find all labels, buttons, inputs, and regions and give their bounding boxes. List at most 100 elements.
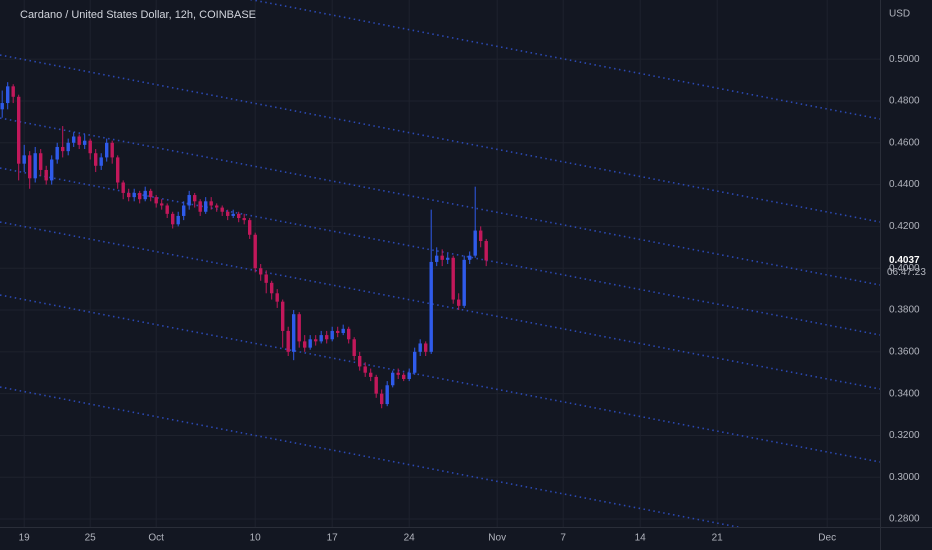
candle-body — [396, 372, 400, 375]
candle-body — [22, 155, 26, 164]
y-tick-label: 0.3800 — [889, 305, 920, 316]
candle-body — [121, 182, 125, 193]
x-tick-label: 25 — [85, 533, 97, 544]
candle-body — [247, 220, 252, 235]
channel-line — [0, 294, 881, 463]
channel-line — [0, 386, 864, 550]
candle-body — [341, 328, 345, 334]
candle-body — [357, 356, 362, 367]
candle-body — [115, 157, 120, 183]
y-tick-label: 0.3400 — [889, 388, 920, 399]
x-tick-label: Nov — [488, 533, 506, 544]
candles — [0, 82, 488, 409]
y-tick-label: 0.4400 — [889, 179, 920, 190]
x-tick-label: 19 — [19, 533, 31, 544]
candle-body — [99, 157, 103, 166]
candle-body — [385, 385, 389, 405]
candle-body — [363, 366, 367, 373]
axis-labels: 0.2800 0.3000 0.3200 0.3400 0.3600 0.3800 0.40… — [19, 54, 927, 544]
candle-body — [456, 299, 461, 306]
candle-body — [0, 103, 4, 110]
last-price-label: 0.4037 — [889, 255, 920, 266]
channel-line — [0, 54, 881, 223]
x-tick-label: Oct — [148, 533, 164, 544]
candle-body — [159, 203, 164, 206]
candle-body — [313, 339, 318, 342]
candle-body — [60, 146, 65, 152]
candle-body — [148, 190, 153, 198]
x-tick-label: 10 — [250, 533, 262, 544]
candle-body — [225, 211, 230, 216]
countdown-label: 06:47:23 — [887, 267, 926, 278]
candle-body — [231, 213, 235, 216]
candle-body — [473, 230, 477, 256]
channel-line — [0, 221, 881, 390]
grid — [0, 0, 880, 527]
currency-label: USD — [889, 9, 910, 20]
candle-body — [203, 201, 208, 212]
candle-body — [77, 136, 81, 145]
candle-body — [484, 241, 488, 261]
candle-body — [38, 153, 43, 170]
x-tick-label: Dec — [818, 533, 836, 544]
candle-body — [192, 195, 197, 202]
candle-body — [82, 140, 87, 145]
price-axis — [880, 0, 932, 550]
y-tick-label: 0.4000 — [889, 263, 920, 274]
candle-body — [346, 328, 351, 340]
candle-body — [242, 218, 246, 221]
y-tick-label: 0.3600 — [889, 346, 920, 357]
candle-body — [176, 215, 180, 225]
candle-body — [93, 153, 98, 166]
candle-body — [478, 230, 483, 242]
candle-body — [440, 255, 444, 260]
candle-body — [5, 86, 10, 104]
candle-body — [324, 335, 329, 340]
candle-body — [352, 339, 356, 357]
y-tick-label: 0.3200 — [889, 430, 920, 441]
candle-body — [319, 335, 323, 342]
candle-body — [126, 192, 131, 198]
candle-body — [451, 257, 455, 300]
candle-body — [390, 372, 395, 386]
candle-body — [16, 96, 21, 164]
x-tick-label: 17 — [327, 533, 339, 544]
candle-body — [264, 274, 268, 283]
candle-body — [330, 330, 334, 340]
candle-body — [209, 201, 213, 206]
candle-body — [269, 282, 274, 294]
channel-drawing — [0, 0, 881, 550]
candle-body — [302, 341, 307, 348]
candle-body — [220, 207, 224, 212]
candle-body — [412, 351, 417, 373]
y-tick-label: 0.4800 — [889, 96, 920, 107]
candle-body — [181, 205, 186, 216]
candle-body — [143, 190, 147, 200]
candle-body — [374, 376, 378, 394]
y-tick-label: 0.3000 — [889, 472, 920, 483]
channel-line — [0, 167, 881, 336]
candle-body — [154, 197, 158, 204]
candle-body — [132, 192, 136, 198]
candle-body — [308, 339, 312, 348]
candle-body — [88, 140, 92, 154]
candle-body — [297, 314, 301, 342]
candle-body — [55, 146, 59, 160]
chart-title: Cardano / United States Dollar, 12h, COI… — [20, 9, 256, 21]
candle-body — [423, 343, 428, 352]
y-tick-label: 0.5000 — [889, 54, 920, 65]
candle-body — [236, 213, 241, 219]
x-tick-label: 24 — [404, 533, 416, 544]
candle-body — [335, 330, 340, 334]
y-tick-label: 0.2800 — [889, 514, 920, 525]
candle-body — [165, 205, 169, 214]
candle-body — [214, 205, 219, 208]
channel-line — [248, 0, 881, 120]
time-axis — [0, 527, 932, 550]
candle-body — [137, 192, 142, 200]
candle-body — [258, 268, 263, 275]
candle-body — [467, 255, 472, 260]
